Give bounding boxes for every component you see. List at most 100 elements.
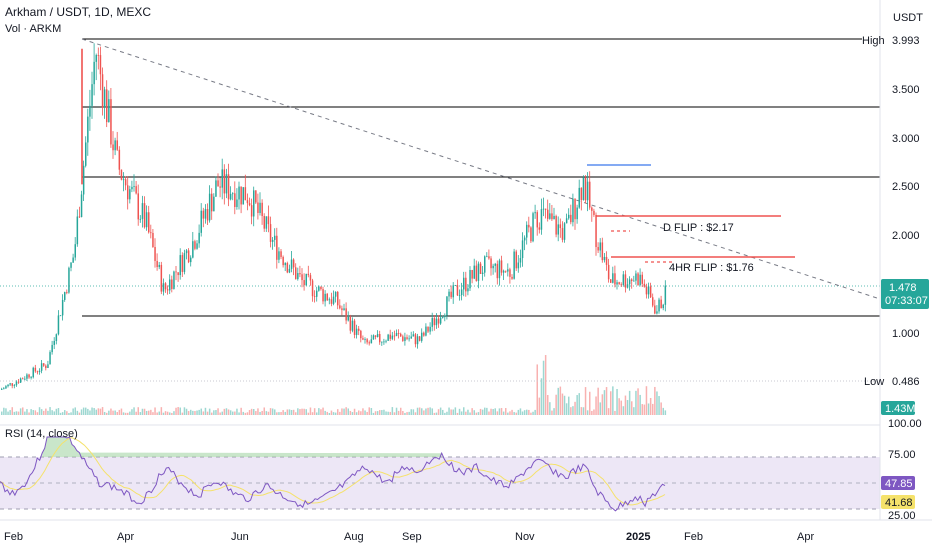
volume-bar bbox=[540, 378, 543, 415]
candle-body bbox=[605, 256, 608, 265]
volume-bar bbox=[664, 410, 667, 415]
volume-bar bbox=[578, 393, 580, 415]
rsi-tick-25: 25.00 bbox=[888, 510, 916, 522]
candle-body bbox=[171, 279, 173, 289]
price-pane[interactable]: D FLIP : $2.17 4HR FLIP : $1.76 bbox=[0, 0, 881, 415]
tick-2500: 2.500 bbox=[892, 181, 920, 193]
candle-body bbox=[631, 279, 633, 281]
rsi-pane[interactable] bbox=[0, 436, 880, 512]
candle-body bbox=[536, 212, 538, 228]
volume-bar bbox=[200, 408, 202, 415]
tick-3500: 3.500 bbox=[892, 84, 920, 96]
candle-body bbox=[492, 265, 494, 269]
volume-bar bbox=[318, 408, 320, 415]
volume-bar bbox=[589, 391, 591, 415]
candle-body bbox=[34, 367, 37, 372]
volume-bar bbox=[649, 397, 652, 415]
volume-bar bbox=[557, 387, 559, 415]
volume-bar bbox=[154, 407, 156, 415]
rsi-label[interactable]: RSI (14, close) bbox=[5, 428, 78, 440]
candle-body bbox=[534, 212, 536, 214]
candle-body bbox=[311, 280, 314, 297]
high-value: 3.993 bbox=[892, 35, 920, 47]
candle-body bbox=[211, 193, 213, 212]
candle-body bbox=[59, 315, 62, 317]
candle-body bbox=[286, 263, 289, 273]
volume-bar bbox=[232, 411, 234, 415]
volume-bar bbox=[448, 407, 450, 415]
volume-bar bbox=[391, 407, 394, 415]
candle-body bbox=[250, 205, 253, 217]
volume-bar bbox=[433, 412, 436, 415]
volume-bar bbox=[471, 408, 473, 415]
volume-bar bbox=[152, 412, 154, 415]
candle-body bbox=[217, 180, 219, 187]
candle-body bbox=[271, 239, 274, 242]
candle-body bbox=[1, 389, 3, 390]
candle-body bbox=[192, 241, 194, 258]
candle-body bbox=[38, 370, 41, 372]
volume-bar bbox=[74, 407, 76, 415]
volume-bar bbox=[337, 409, 339, 415]
volume-bar bbox=[618, 398, 620, 415]
candle-body bbox=[76, 216, 79, 245]
tick-3000: 3.000 bbox=[892, 133, 920, 145]
x-tick-nov: Nov bbox=[515, 531, 535, 543]
candle-body bbox=[387, 334, 389, 341]
volume-bar bbox=[1, 411, 3, 415]
volume-bar bbox=[421, 408, 423, 415]
candle-body bbox=[664, 285, 667, 305]
volume-bar bbox=[295, 412, 297, 415]
candle-body bbox=[607, 264, 610, 280]
volume-bar bbox=[183, 407, 186, 415]
volume-bar bbox=[305, 409, 307, 415]
symbol-title[interactable]: Arkham / USDT, 1D, MEXC bbox=[5, 5, 152, 19]
volume-bar bbox=[194, 411, 196, 415]
candle-body bbox=[397, 333, 400, 334]
volume-bar bbox=[345, 407, 347, 415]
candle-body bbox=[320, 286, 322, 290]
candle-body bbox=[274, 235, 276, 240]
volume-bar bbox=[26, 409, 28, 415]
time-axis[interactable]: Feb Apr Jun Aug Sep Nov 2025 Feb Apr bbox=[4, 531, 814, 543]
candle-body bbox=[358, 328, 360, 331]
candle-body bbox=[169, 279, 171, 291]
volume-bar bbox=[316, 412, 318, 415]
candle-body bbox=[423, 332, 425, 336]
volume-bar bbox=[450, 409, 452, 415]
candle-body bbox=[198, 232, 200, 244]
volume-bar bbox=[328, 412, 331, 415]
candle-body bbox=[324, 293, 326, 302]
candle-body bbox=[643, 283, 646, 287]
volume-bar bbox=[395, 407, 398, 415]
rsi-axis[interactable]: 100.00 75.00 47.85 41.68 25.00 bbox=[881, 418, 922, 522]
candle-body bbox=[475, 265, 478, 281]
volume-bar bbox=[576, 395, 578, 415]
candle-body bbox=[143, 203, 146, 228]
price-axis[interactable]: USDT High 3.993 3.500 3.000 2.500 2.000 … bbox=[862, 12, 929, 415]
candle-body bbox=[460, 289, 463, 296]
volume-bar bbox=[561, 393, 564, 415]
volume-bar bbox=[418, 407, 421, 415]
volume-bar bbox=[55, 408, 58, 415]
volume-bar bbox=[536, 364, 538, 415]
volume-bar bbox=[106, 412, 108, 415]
volume-bar bbox=[496, 411, 499, 415]
volume-bar bbox=[500, 408, 503, 415]
volume-bar bbox=[215, 410, 217, 415]
candle-body bbox=[22, 378, 24, 380]
candle-body bbox=[343, 308, 345, 311]
volume-label[interactable]: Vol · ARKM bbox=[5, 23, 62, 35]
volume-bar bbox=[355, 412, 358, 415]
volume-bar bbox=[530, 412, 532, 415]
volume-bar bbox=[528, 409, 530, 415]
candle-body bbox=[19, 378, 22, 383]
volume-bar bbox=[408, 411, 410, 415]
candle-body bbox=[442, 317, 444, 318]
low-label: Low bbox=[864, 376, 884, 388]
candle-body bbox=[234, 193, 236, 208]
volume-bar bbox=[190, 409, 192, 415]
candle-body bbox=[406, 337, 408, 339]
candle-body bbox=[404, 337, 406, 341]
